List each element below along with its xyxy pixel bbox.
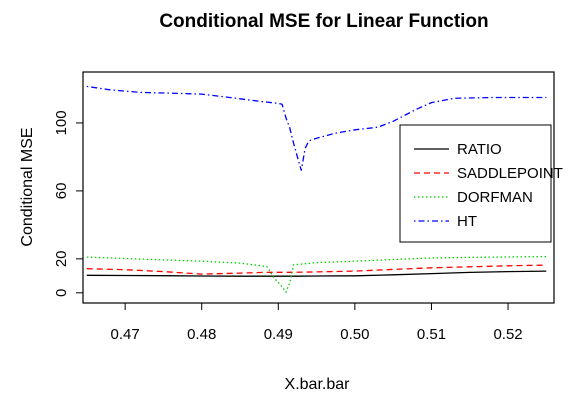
y-axis-label: Conditional MSE xyxy=(19,127,36,246)
x-tick-label: 0.48 xyxy=(187,326,216,343)
series-line-saddlepoint xyxy=(86,264,547,275)
plot-frame xyxy=(82,71,555,304)
x-axis-label: X.bar.bar xyxy=(285,376,351,393)
x-tick-label: 0.52 xyxy=(493,326,522,343)
y-tick-label: 60 xyxy=(53,183,70,200)
y-tick-label: 20 xyxy=(53,250,70,267)
legend: RATIO SADDLEPOINT DORFMAN HT xyxy=(399,124,563,243)
x-tick-label: 0.50 xyxy=(340,326,369,343)
legend-label-ratio: RATIO xyxy=(457,141,502,158)
y-axis: 0 20 60 100 xyxy=(53,110,83,297)
x-tick-label: 0.47 xyxy=(111,326,140,343)
series-line-ratio xyxy=(86,270,547,277)
series-layer xyxy=(86,85,547,294)
chart-title: Conditional MSE for Linear Function xyxy=(159,11,488,32)
series-line-dorfman xyxy=(86,255,547,294)
x-axis: 0.47 0.48 0.49 0.50 0.51 0.52 xyxy=(111,303,523,343)
y-tick-label: 0 xyxy=(53,289,70,297)
y-tick-label: 100 xyxy=(53,110,70,135)
legend-label-dorfman: DORFMAN xyxy=(457,189,533,206)
x-tick-label: 0.49 xyxy=(264,326,293,343)
legend-label-ht: HT xyxy=(457,213,477,230)
x-tick-label: 0.51 xyxy=(417,326,446,343)
legend-box xyxy=(399,124,552,243)
legend-label-saddlepoint: SADDLEPOINT xyxy=(457,165,563,182)
